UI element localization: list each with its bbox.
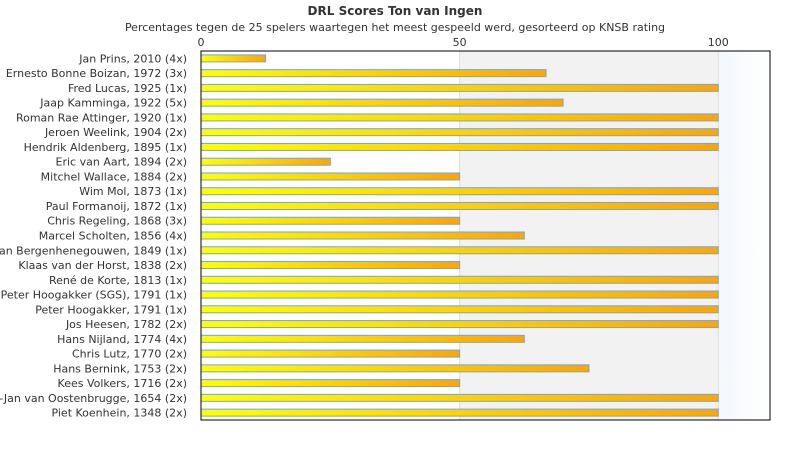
y-category-label: t-Jan van Oostenbrugge, 1654 (2x) [0, 392, 187, 405]
y-category-label: Peter Hoogakker, 1791 (1x) [35, 303, 187, 316]
bar [200, 216, 461, 225]
x-tick-label: 100 [708, 36, 729, 49]
y-category-label: René de Korte, 1813 (1x) [49, 274, 187, 287]
band-100-plus [718, 51, 770, 420]
y-category-label: Fred Lucas, 1925 (1x) [68, 82, 187, 95]
y-category-label: Jan Prins, 2010 (4x) [78, 52, 187, 65]
bar [200, 261, 461, 270]
x-tick-label: 0 [198, 36, 205, 49]
y-category-label: Hans Bernink, 1753 (2x) [53, 362, 187, 375]
chart-subtitle: Percentages tegen de 25 spelers waartege… [125, 21, 665, 34]
y-category-label: Marcel Scholten, 1856 (4x) [39, 230, 187, 243]
bar [200, 54, 267, 63]
y-category-label: Roman Rae Attinger, 1920 (1x) [16, 111, 187, 124]
bar [200, 275, 719, 284]
bar [200, 113, 719, 122]
y-category-label: Wim Mol, 1873 (1x) [79, 185, 187, 198]
y-category-label: Klaas van der Horst, 1838 (2x) [18, 259, 187, 272]
bar [200, 290, 719, 299]
plot-frame [200, 50, 771, 421]
bar [200, 364, 590, 373]
y-category-label: Piet Koenhein, 1348 (2x) [51, 407, 187, 420]
bar [200, 187, 719, 196]
y-category-label: Jaap Kamminga, 1922 (5x) [39, 97, 187, 110]
bar [200, 305, 719, 314]
y-category-label: Kees Volkers, 1716 (2x) [58, 377, 187, 390]
bar [200, 172, 461, 181]
bar [200, 142, 719, 151]
bar [200, 98, 564, 107]
bar [200, 128, 719, 137]
y-category-label: Eric van Aart, 1894 (2x) [56, 156, 187, 169]
bar [200, 408, 719, 417]
y-category-label: Ernesto Bonne Boizan, 1972 (3x) [6, 67, 187, 80]
y-category-label: Hendrik Aldenberg, 1895 (1x) [24, 141, 187, 154]
y-category-label: Jeroen Weelink, 1904 (2x) [44, 126, 187, 139]
y-category-label: van Bergenhenegouwen, 1849 (1x) [0, 244, 187, 257]
bar [200, 69, 547, 78]
x-tick-label: 50 [453, 36, 467, 49]
chart-title: DRL Scores Ton van Ingen [308, 4, 483, 18]
bar [200, 83, 719, 92]
y-category-label: Chris Lutz, 1770 (2x) [72, 348, 187, 361]
bar [200, 201, 719, 210]
y-category-label: Hans Nijland, 1774 (4x) [57, 333, 187, 346]
y-category-label: Mitchel Wallace, 1884 (2x) [41, 170, 187, 183]
bar [200, 157, 331, 166]
bar [200, 349, 461, 358]
y-category-label: Jos Heesen, 1782 (2x) [65, 318, 187, 331]
y-category-label: Paul Formanoij, 1872 (1x) [46, 200, 187, 213]
bar [200, 320, 719, 329]
y-category-label: Chris Regeling, 1868 (3x) [47, 215, 187, 228]
bar [200, 246, 719, 255]
bar [200, 379, 461, 388]
bar [200, 334, 525, 343]
y-category-label: Peter Hoogakker (SGS), 1791 (1x) [1, 289, 187, 302]
bar [200, 393, 719, 402]
bar [200, 231, 525, 240]
